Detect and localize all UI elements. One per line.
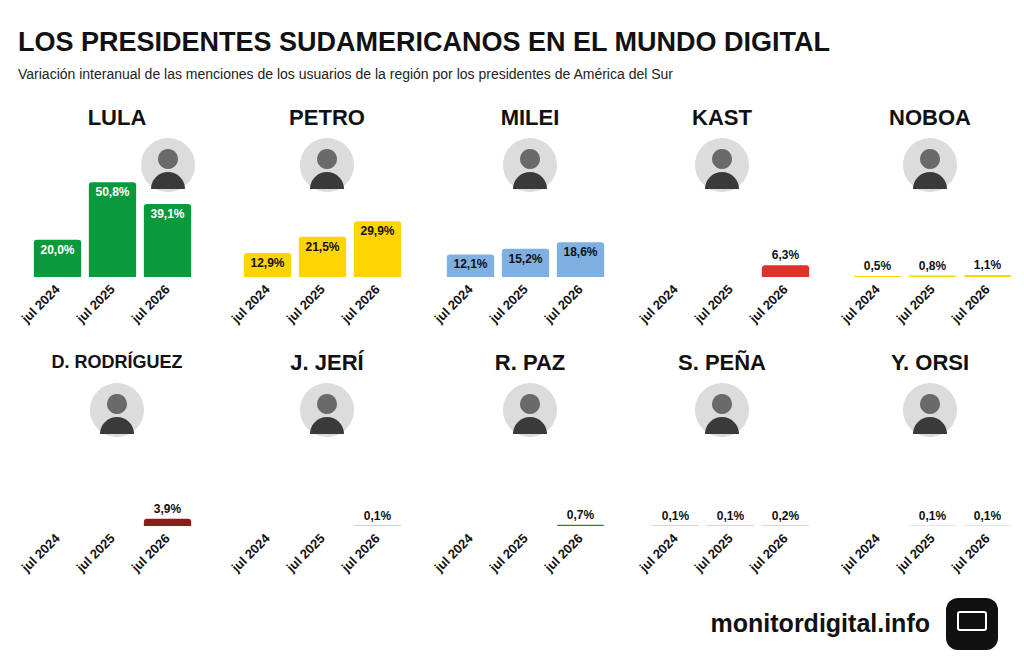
svg-text:jul 2025: jul 2025 xyxy=(486,282,531,327)
svg-text:jul 2026: jul 2026 xyxy=(541,531,586,576)
svg-text:15,2%: 15,2% xyxy=(508,252,542,266)
svg-text:0,5%: 0,5% xyxy=(864,259,892,273)
svg-text:jul 2026: jul 2026 xyxy=(338,531,383,576)
svg-text:0,1%: 0,1% xyxy=(364,509,392,523)
svg-text:jul 2026: jul 2026 xyxy=(746,531,791,576)
svg-text:12,9%: 12,9% xyxy=(250,256,284,270)
svg-text:20,0%: 20,0% xyxy=(40,243,74,257)
svg-text:jul 2025: jul 2025 xyxy=(283,531,328,576)
svg-text:12,1%: 12,1% xyxy=(453,257,487,271)
svg-text:D. RODRÍGUEZ: D. RODRÍGUEZ xyxy=(51,351,182,372)
svg-text:LULA: LULA xyxy=(88,105,147,130)
svg-text:MILEI: MILEI xyxy=(501,105,560,130)
svg-text:jul 2024: jul 2024 xyxy=(228,281,274,327)
svg-text:jul 2026: jul 2026 xyxy=(948,282,993,327)
svg-text:S. PEÑA: S. PEÑA xyxy=(678,350,766,375)
svg-text:jul 2026: jul 2026 xyxy=(128,531,173,576)
svg-text:NOBOA: NOBOA xyxy=(889,105,971,130)
svg-text:Variación interanual de las me: Variación interanual de las menciones de… xyxy=(18,66,673,82)
svg-text:jul 2025: jul 2025 xyxy=(73,531,118,576)
svg-text:0,8%: 0,8% xyxy=(919,259,947,273)
svg-text:PETRO: PETRO xyxy=(289,105,365,130)
svg-text:jul 2024: jul 2024 xyxy=(431,530,477,576)
svg-text:jul 2025: jul 2025 xyxy=(691,282,736,327)
svg-text:jul 2026: jul 2026 xyxy=(746,282,791,327)
svg-text:21,5%: 21,5% xyxy=(305,240,339,254)
svg-text:3,9%: 3,9% xyxy=(154,502,182,516)
svg-text:0,7%: 0,7% xyxy=(567,508,595,522)
svg-text:jul 2026: jul 2026 xyxy=(128,282,173,327)
svg-text:1,1%: 1,1% xyxy=(974,258,1002,272)
svg-text:LOS PRESIDENTES SUDAMERICANOS: LOS PRESIDENTES SUDAMERICANOS EN EL MUND… xyxy=(18,27,830,57)
svg-text:jul 2024: jul 2024 xyxy=(18,281,64,327)
svg-text:29,9%: 29,9% xyxy=(360,224,394,238)
svg-text:R. PAZ: R. PAZ xyxy=(495,350,565,375)
svg-text:jul 2026: jul 2026 xyxy=(338,282,383,327)
svg-text:jul 2025: jul 2025 xyxy=(283,282,328,327)
svg-text:39,1%: 39,1% xyxy=(150,207,184,221)
svg-text:jul 2024: jul 2024 xyxy=(636,530,682,576)
svg-text:J. JERÍ: J. JERÍ xyxy=(290,350,364,375)
svg-text:jul 2024: jul 2024 xyxy=(228,530,274,576)
svg-text:monitordigital.info: monitordigital.info xyxy=(711,609,930,637)
svg-text:jul 2025: jul 2025 xyxy=(893,282,938,327)
svg-text:jul 2024: jul 2024 xyxy=(838,530,884,576)
svg-text:jul 2025: jul 2025 xyxy=(486,531,531,576)
svg-text:0,1%: 0,1% xyxy=(717,509,745,523)
svg-text:6,3%: 6,3% xyxy=(772,248,800,262)
svg-text:0,1%: 0,1% xyxy=(662,509,690,523)
svg-text:50,8%: 50,8% xyxy=(95,185,129,199)
svg-text:jul 2024: jul 2024 xyxy=(431,281,477,327)
svg-text:0,1%: 0,1% xyxy=(974,509,1002,523)
svg-text:0,2%: 0,2% xyxy=(772,509,800,523)
svg-text:0,1%: 0,1% xyxy=(919,509,947,523)
svg-text:jul 2024: jul 2024 xyxy=(18,530,64,576)
svg-text:jul 2024: jul 2024 xyxy=(636,281,682,327)
svg-text:jul 2026: jul 2026 xyxy=(948,531,993,576)
svg-text:jul 2025: jul 2025 xyxy=(691,531,736,576)
svg-text:KAST: KAST xyxy=(692,105,752,130)
svg-text:jul 2025: jul 2025 xyxy=(893,531,938,576)
svg-text:18,6%: 18,6% xyxy=(563,245,597,259)
svg-text:Y. ORSI: Y. ORSI xyxy=(891,350,969,375)
svg-text:jul 2024: jul 2024 xyxy=(838,281,884,327)
svg-text:jul 2025: jul 2025 xyxy=(73,282,118,327)
svg-text:jul 2026: jul 2026 xyxy=(541,282,586,327)
